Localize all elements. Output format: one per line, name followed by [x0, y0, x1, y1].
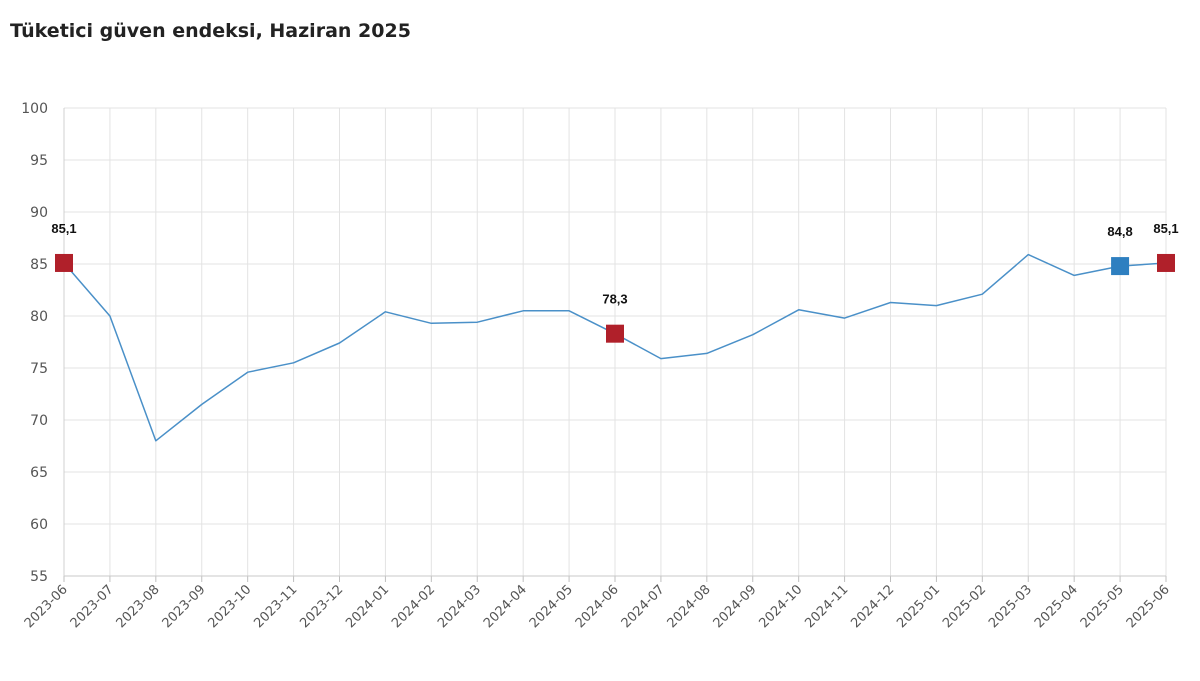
x-tick-label: 2025-02: [940, 582, 989, 631]
y-tick-label: 70: [30, 413, 48, 429]
y-tick-label: 80: [30, 309, 48, 325]
x-tick-label: 2024-02: [389, 582, 438, 631]
x-tick-label: 2023-10: [205, 582, 254, 631]
data-point: [383, 310, 387, 314]
data-point: [980, 292, 984, 296]
chart-title: Tüketici güven endeksi, Haziran 2025: [10, 20, 411, 42]
data-point: [1072, 273, 1076, 277]
highlight-marker: [606, 324, 624, 343]
highlight-marker: [1111, 257, 1130, 276]
data-point: [429, 321, 433, 325]
highlight-marker: [1157, 253, 1175, 272]
x-tick-label: 2023-07: [68, 582, 117, 631]
x-tick-label: 2024-07: [619, 582, 668, 631]
x-tick-label: 2024-06: [573, 582, 622, 631]
x-tick-label: 2023-12: [297, 582, 346, 631]
x-tick-label: 2024-04: [481, 582, 530, 631]
highlight-marker: [55, 253, 73, 272]
x-tick-label: 2025-05: [1078, 582, 1127, 631]
y-tick-label: 60: [30, 517, 48, 533]
x-tick-label: 2024-08: [665, 582, 714, 631]
x-tick-label: 2024-11: [802, 582, 851, 631]
y-tick-label: 55: [30, 569, 48, 585]
data-label: 84,8: [1107, 224, 1132, 239]
data-point: [567, 309, 571, 313]
x-tick-label: 2025-01: [894, 582, 943, 631]
x-tick-label: 2023-11: [251, 582, 300, 631]
data-point: [154, 439, 158, 443]
data-point: [751, 333, 755, 337]
x-tick-label: 2024-01: [343, 582, 392, 631]
y-tick-label: 85: [30, 257, 48, 273]
data-point: [659, 357, 663, 361]
data-label: 78,3: [602, 292, 627, 307]
x-tick-label: 2024-10: [756, 582, 805, 631]
data-point: [1026, 253, 1030, 257]
data-point: [797, 308, 801, 312]
x-tick-label: 2025-04: [1032, 582, 1081, 631]
data-point: [338, 341, 342, 345]
data-point: [246, 370, 250, 374]
x-tick-label: 2023-06: [22, 582, 71, 631]
data-point: [934, 304, 938, 308]
highlight-markers: 85,1 78,3 84,8 85,1: [51, 221, 1179, 343]
x-tick-label: 2024-12: [848, 582, 897, 631]
data-point: [521, 309, 525, 313]
y-tick-label: 95: [30, 153, 48, 169]
data-point: [292, 361, 296, 365]
data-point: [108, 314, 112, 318]
axes: 5560657075808590951002023-062023-072023-…: [21, 101, 1173, 631]
data-point: [843, 316, 847, 320]
data-point: [889, 300, 893, 304]
x-tick-label: 2025-03: [986, 582, 1035, 631]
x-tick-label: 2025-06: [1124, 582, 1173, 631]
data-label: 85,1: [1153, 221, 1178, 236]
data-point: [475, 320, 479, 324]
x-tick-label: 2024-09: [711, 582, 760, 631]
y-tick-label: 90: [30, 205, 48, 221]
x-tick-label: 2023-09: [160, 582, 209, 631]
x-tick-label: 2024-03: [435, 582, 484, 631]
x-tick-label: 2024-05: [527, 582, 576, 631]
data-label: 85,1: [51, 221, 76, 236]
data-point: [200, 402, 204, 406]
y-tick-label: 75: [30, 361, 48, 377]
y-tick-label: 65: [30, 465, 48, 481]
x-tick-label: 2023-08: [114, 582, 163, 631]
y-tick-label: 100: [21, 101, 48, 117]
data-point: [705, 351, 709, 355]
